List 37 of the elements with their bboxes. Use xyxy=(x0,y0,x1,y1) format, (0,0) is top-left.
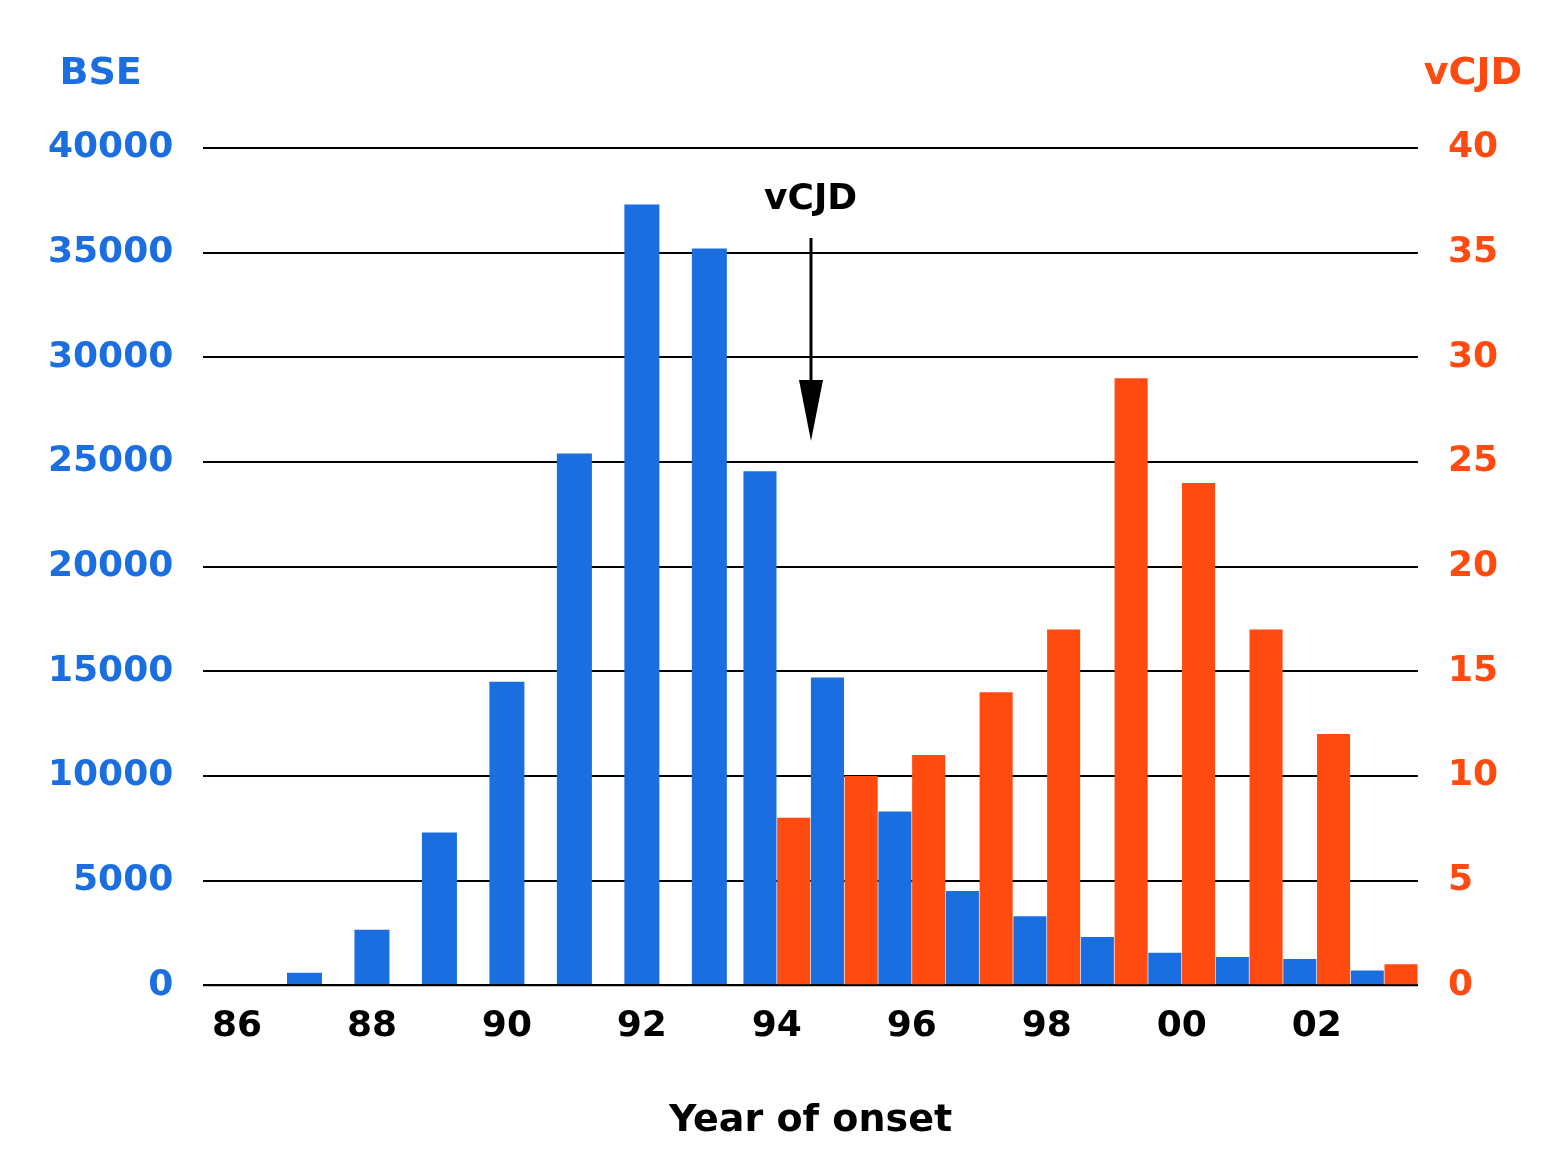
bar xyxy=(1249,629,1283,986)
y-axis-title: BSE xyxy=(59,48,142,93)
x-tick-label: 98 xyxy=(1021,1003,1072,1045)
y2-tick-label: 40 xyxy=(1447,124,1499,166)
x-tick-label: 90 xyxy=(481,1003,532,1045)
x-axis-title: Year of onset xyxy=(668,1096,953,1141)
x-tick-label: 00 xyxy=(1156,1003,1207,1045)
y2-tick-label: 15 xyxy=(1447,647,1499,689)
y-tick-label: 5000 xyxy=(73,856,174,898)
bar xyxy=(1114,378,1148,986)
y2-tick-label: 20 xyxy=(1447,542,1499,584)
x-tick-label: 96 xyxy=(886,1003,937,1045)
bar xyxy=(1182,482,1216,986)
bar xyxy=(979,692,1013,986)
y-tick-label: 25000 xyxy=(47,438,174,480)
y-tick-label: 20000 xyxy=(47,542,174,584)
x-tick-label: 02 xyxy=(1291,1003,1342,1045)
y-tick-label: 35000 xyxy=(47,229,174,271)
y2-tick-label: 25 xyxy=(1447,438,1499,480)
y2-tick-label: 30 xyxy=(1447,333,1499,375)
y-tick-label: 40000 xyxy=(47,124,174,166)
x-tick-label: 86 xyxy=(211,1003,263,1045)
y2-tick-label: 35 xyxy=(1447,229,1499,271)
y-tick-label: 0 xyxy=(148,961,174,1003)
y-tick-label: 10000 xyxy=(47,752,174,794)
y2-tick-label: 0 xyxy=(1447,961,1473,1003)
y2-tick-label: 10 xyxy=(1447,752,1499,794)
x-tick-label: 94 xyxy=(751,1003,802,1045)
y2-tick-label: 5 xyxy=(1447,856,1473,898)
bar xyxy=(1317,734,1351,986)
y2-axis-title: vCJD xyxy=(1423,48,1523,93)
x-tick-label: 88 xyxy=(346,1003,397,1045)
y-tick-label: 15000 xyxy=(47,647,174,689)
y-tick-label: 30000 xyxy=(47,333,174,375)
annotation: vCJD xyxy=(763,176,858,218)
bar xyxy=(1047,629,1081,986)
x-tick-label: 92 xyxy=(616,1003,667,1045)
